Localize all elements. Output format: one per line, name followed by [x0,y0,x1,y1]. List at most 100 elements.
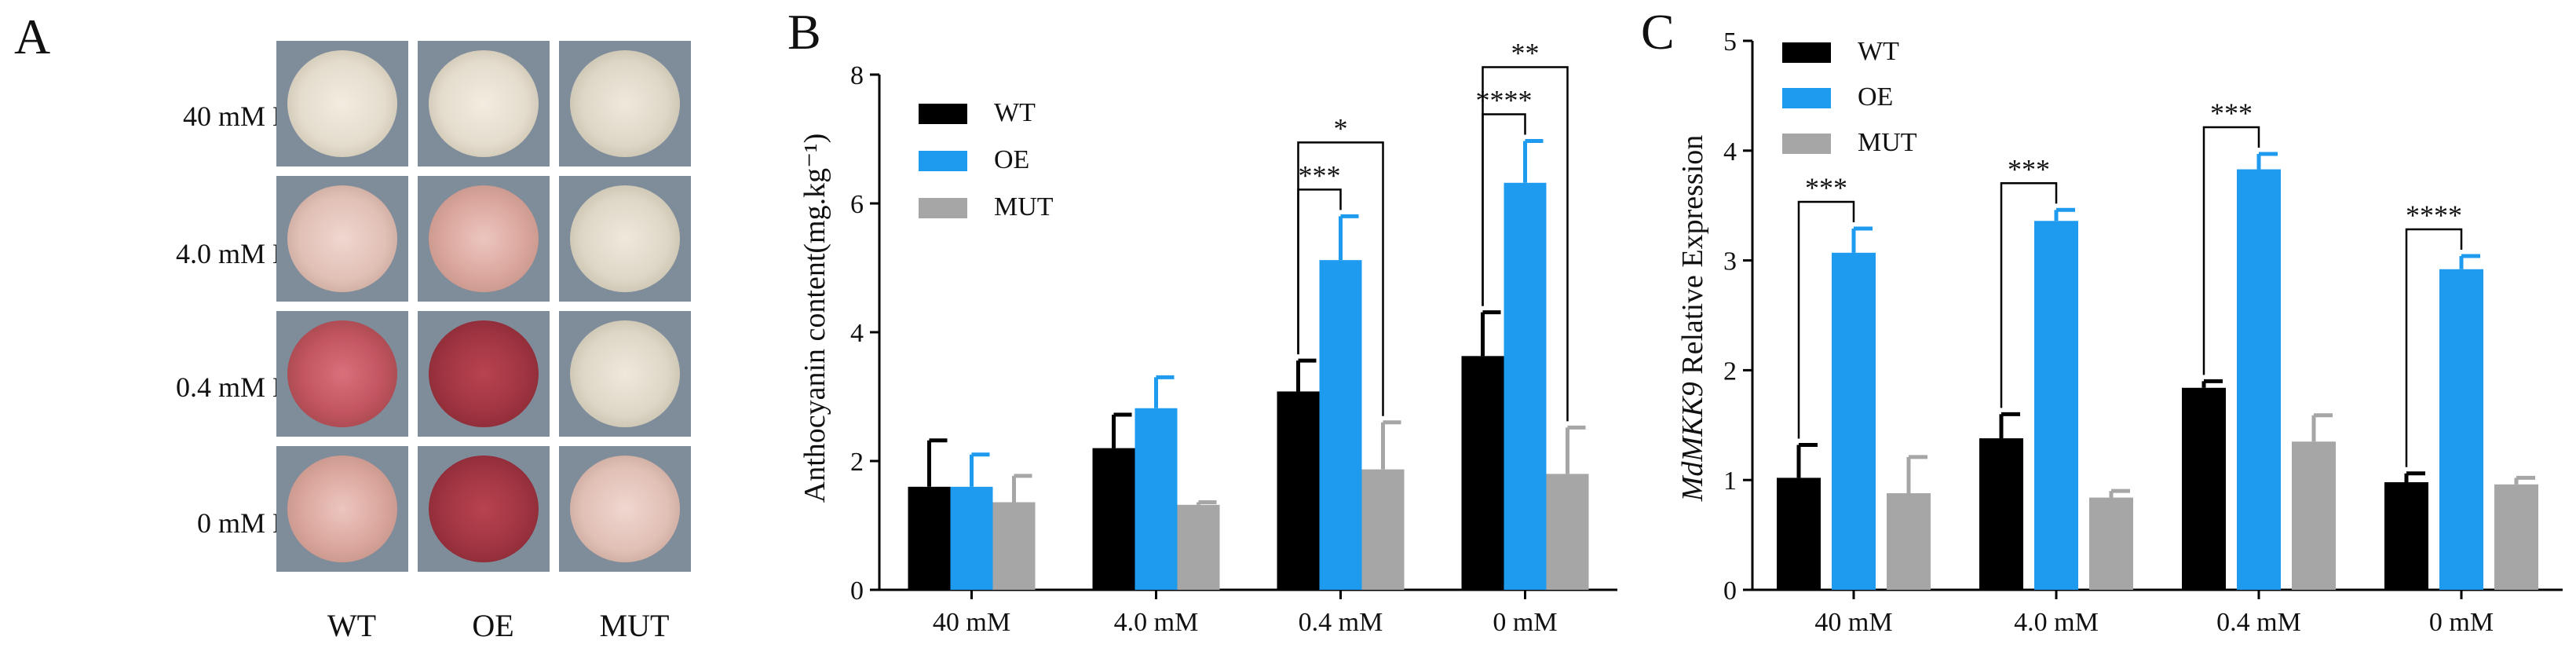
bar-wt [1777,478,1821,590]
y-tick-label: 2 [850,448,864,477]
bar-mut [2089,497,2133,590]
chart-b-ylabel: Anthocyanin content(mg.kg⁻¹) [798,134,831,503]
y-tick-label: 3 [1723,247,1737,276]
significance-bracket: *** [2202,97,2260,375]
callus-photo [559,446,691,572]
legend-swatch [1782,134,1831,154]
callus-photo-grid [276,41,691,572]
bar-mut [2494,484,2538,590]
y-tick-label: 0 [850,576,864,606]
chart-c-ylabel-italic: MdMKK9 [1676,382,1709,502]
callus-photo [559,41,691,166]
bar-mut [1546,474,1589,590]
bar-oe [950,486,993,590]
x-tick-label: 40 mM [1814,608,1892,637]
bar-mut [992,502,1036,590]
legend-label: OE [994,145,1029,174]
bar-oe [2439,269,2483,590]
bar-wt [1461,356,1504,590]
y-tick-label: 4 [850,319,864,348]
bar-oe [2237,169,2281,591]
legend-label: MUT [994,192,1054,221]
significance-label: *** [1299,159,1341,191]
y-tick-label: 2 [1723,357,1737,386]
callus-photo [418,176,550,302]
y-tick-label: 4 [1723,137,1737,166]
bar-mut [1361,469,1405,590]
legend-swatch [919,104,967,124]
y-tick-label: 0 [1723,576,1737,606]
bar-oe [1832,252,1876,590]
significance-bracket: **** [2405,199,2463,467]
panel-a: A 40 mM NO3⁻ 4.0 mM NO3⁻ 0.4 mM NO3⁻ 0 m… [14,9,691,643]
bar-mut [2292,441,2336,590]
callus-photo [559,311,691,437]
bar-wt [2384,481,2428,590]
legend-label: WT [994,98,1036,127]
x-tick-label: 4.0 mM [2014,608,2099,637]
significance-bracket: * [1297,112,1384,416]
callus-photo [276,176,408,302]
legend-label: WT [1858,37,1899,66]
legend-swatch [919,198,967,218]
legend-label: MUT [1858,128,1917,157]
bar-wt [1092,448,1135,590]
y-tick-label: 6 [850,190,864,219]
y-tick-label: 1 [1723,467,1737,496]
bar-mut [1887,492,1931,590]
significance-bracket: *** [1797,172,1855,439]
legend: WT OE MUT [1782,37,1917,157]
callus-photo [418,311,550,437]
bar-wt [1277,391,1320,590]
legend: WT OE MUT [919,98,1054,221]
col-label-wt: WT [327,608,376,643]
callus-photo [276,446,408,572]
chart-c-ylabel-text: Relative Expression [1676,135,1709,382]
bar-oe [1504,182,1547,590]
panel-a-label: A [14,9,50,64]
x-tick-label: 0.4 mM [2216,608,2301,637]
bar-wt [1979,438,2023,590]
y-tick-label: 5 [1723,27,1737,57]
bar-oe [2034,221,2078,590]
col-label-mut: MUT [600,608,670,643]
legend-swatch [1782,88,1831,108]
significance-bracket: ** [1482,37,1569,422]
panel-b-label: B [787,4,821,60]
col-label-oe: OE [472,608,513,643]
callus-photo [276,311,408,437]
significance-label: *** [1805,172,1847,203]
significance-bracket: *** [2000,153,2058,408]
callus-photo [559,176,691,302]
significance-label: * [1334,112,1348,144]
legend-label: OE [1858,82,1893,112]
y-tick-label: 8 [850,61,864,90]
panel-c: C MdMKK9 Relative Expression 0 1 2 3 4 5 40 mM… [1641,4,2563,637]
bar-wt [908,486,951,590]
chart-b-ylabel-text: Anthocyanin content(mg.kg⁻¹) [798,134,831,503]
callus-photo [418,41,550,166]
x-tick-label: 0 mM [1493,608,1557,637]
callus-photo [276,41,408,166]
bar-wt [2182,387,2226,590]
bar-mut [1177,504,1220,590]
bar-oe [1319,260,1362,590]
panel-c-label: C [1641,4,1675,60]
significance-label: **** [2406,199,2462,231]
legend-swatch [919,151,967,171]
x-tick-label: 0.4 mM [1299,608,1383,637]
x-tick-label: 0 mM [2429,608,2494,637]
significance-label: ** [1511,37,1540,68]
x-tick-label: 40 mM [933,608,1010,637]
chart-c-ylabel: MdMKK9 Relative Expression [1676,135,1709,502]
callus-photo [418,446,550,572]
bar-oe [1135,408,1178,590]
significance-label: *** [2210,97,2253,129]
legend-swatch [1782,42,1831,63]
significance-label: **** [1476,84,1533,115]
x-tick-label: 4.0 mM [1114,608,1199,637]
significance-label: *** [2008,153,2050,185]
